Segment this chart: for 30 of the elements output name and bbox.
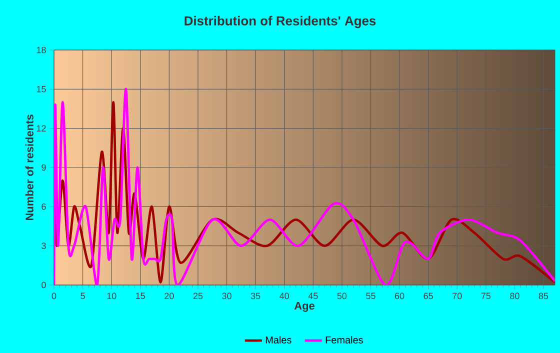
y-tick-label: 3	[42, 242, 46, 250]
x-tick-label: 65	[424, 292, 433, 300]
x-tick-label: 10	[107, 292, 116, 300]
y-tick-label: 6	[42, 203, 46, 210]
x-tick-label: 15	[136, 292, 145, 300]
chart-title: Distribution of Residents' Ages	[184, 16, 376, 28]
x-tick-label: 70	[452, 292, 462, 300]
x-tick-label: 35	[250, 292, 260, 300]
x-tick-label: 55	[366, 292, 376, 300]
x-tick-label: 5	[80, 292, 85, 300]
x-tick-label: 0	[52, 292, 56, 300]
y-tick-label: 12	[36, 125, 46, 132]
x-tick-label: 60	[394, 292, 404, 300]
x-tick-label: 30	[222, 292, 232, 300]
x-tick-label: 40	[280, 292, 289, 300]
x-tick-label: 50	[337, 292, 347, 300]
x-tick-label: 25	[193, 292, 203, 300]
y-tick-label: 15	[36, 86, 46, 92]
x-tick-label: 75	[481, 292, 491, 300]
y-tick-label: 9	[42, 164, 46, 171]
x-axis-title: Age	[294, 302, 314, 312]
x-tick-label: 85	[538, 292, 548, 300]
x-tick-label: 80	[510, 292, 520, 300]
x-tick-label: 45	[308, 292, 318, 300]
y-tick-label: 0	[42, 282, 46, 288]
x-tick-label: 20	[164, 292, 174, 300]
legend-label: Males	[266, 336, 292, 344]
legend-label: Females	[326, 336, 363, 344]
y-axis-title: Number of residents	[25, 114, 34, 220]
y-tick-label: 18	[36, 46, 46, 54]
